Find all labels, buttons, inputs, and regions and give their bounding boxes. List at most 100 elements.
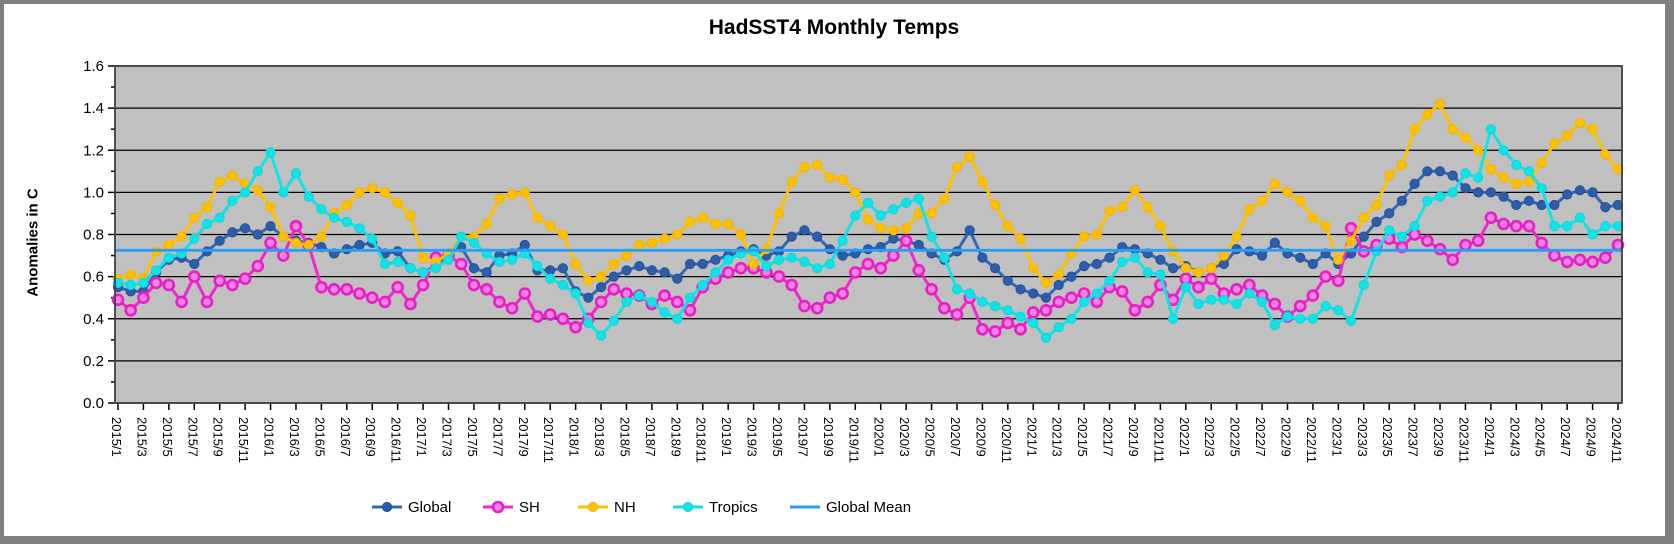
data-point (570, 288, 581, 299)
data-point (416, 278, 430, 292)
data-point (596, 330, 607, 341)
data-point (913, 193, 924, 204)
x-tick-label: 2019/7 (795, 417, 810, 457)
data-point (990, 301, 1001, 312)
data-point (303, 239, 314, 251)
data-point (1039, 303, 1053, 317)
data-point (659, 233, 670, 244)
x-axis-labels: 2015/1 2015/3 2015/5 2015/7 2015/9 2015/11 201… (109, 417, 1624, 463)
y-tick-label: 0.6 (83, 269, 104, 286)
y-tick-label: 1.0 (83, 184, 104, 201)
legend-item-sh[interactable]: SH (483, 496, 540, 518)
x-tick-label: 2020/9 (973, 417, 988, 457)
data-point (621, 296, 632, 307)
data-point (124, 303, 137, 317)
data-point (1473, 145, 1484, 156)
data-point (137, 291, 150, 305)
data-point (1015, 311, 1026, 322)
data-point (1522, 219, 1536, 233)
data-point (240, 223, 251, 234)
data-point (672, 313, 683, 324)
data-point (494, 193, 505, 204)
legend-item-global-mean[interactable]: Global Mean (790, 496, 911, 518)
data-point (913, 239, 924, 251)
data-point (354, 187, 365, 198)
x-tick-label: 2021/1 (1024, 417, 1039, 457)
data-point (557, 263, 569, 274)
x-tick-label: 2016/1 (262, 417, 277, 457)
data-point (1065, 291, 1078, 305)
data-point (1346, 315, 1357, 326)
data-point (773, 254, 785, 265)
data-point (404, 297, 417, 311)
data-point (315, 280, 328, 294)
data-point (786, 252, 797, 263)
data-point (1320, 221, 1331, 232)
data-point (341, 216, 352, 227)
legend-item-global[interactable]: Global (372, 496, 451, 518)
data-point (1307, 313, 1319, 324)
data-point (214, 235, 225, 246)
data-point (354, 223, 365, 234)
data-point (888, 204, 899, 215)
data-point (1180, 263, 1191, 274)
data-point (532, 261, 543, 272)
data-point (378, 295, 392, 309)
data-point (189, 258, 200, 270)
data-point (1562, 221, 1573, 232)
data-point (1447, 170, 1458, 181)
data-point (1332, 274, 1345, 288)
data-point (467, 278, 481, 292)
data-point (1002, 221, 1013, 232)
data-point (367, 233, 378, 244)
data-point (1028, 288, 1039, 299)
data-point (1587, 124, 1598, 135)
data-point (1511, 159, 1522, 171)
data-point (481, 267, 492, 278)
data-point (354, 239, 365, 251)
data-point (138, 277, 149, 288)
data-point (557, 279, 569, 291)
data-point (1460, 168, 1471, 179)
data-point (824, 258, 836, 270)
data-point (163, 252, 174, 263)
x-tick-label: 2023/3 (1355, 417, 1370, 457)
data-point (1498, 191, 1509, 202)
data-point (151, 265, 162, 276)
data-point (684, 292, 696, 303)
data-point (1192, 280, 1205, 294)
data-point (341, 199, 352, 211)
legend-item-nh[interactable]: NH (578, 496, 636, 518)
data-point (1409, 124, 1420, 135)
data-point (1600, 202, 1611, 213)
data-point (697, 279, 708, 291)
data-point (556, 312, 570, 326)
data-point (290, 237, 302, 248)
data-point (1485, 124, 1497, 135)
data-point (988, 325, 1002, 338)
data-point (990, 199, 1001, 211)
data-point (1536, 183, 1547, 194)
data-point (1485, 164, 1497, 175)
x-tick-label: 2024/7 (1558, 417, 1573, 457)
data-point (594, 295, 608, 309)
data-point (493, 295, 506, 309)
data-point (1409, 221, 1420, 232)
data-point (710, 267, 721, 278)
data-point (557, 229, 569, 240)
data-point (316, 231, 327, 242)
x-tick-label: 2017/7 (490, 417, 505, 457)
series-nh (112, 98, 1624, 288)
data-point (1015, 233, 1026, 244)
data-point (379, 187, 390, 198)
data-point (901, 197, 912, 208)
x-tick-label: 2021/5 (1075, 417, 1090, 457)
data-point (1269, 320, 1280, 331)
data-point (1091, 288, 1102, 299)
data-point (418, 267, 429, 278)
data-point (1218, 250, 1230, 261)
data-point (621, 265, 632, 276)
legend-marker-icon (790, 505, 820, 509)
legend-item-tropics[interactable]: Tropics (673, 496, 758, 518)
data-point (684, 216, 696, 227)
